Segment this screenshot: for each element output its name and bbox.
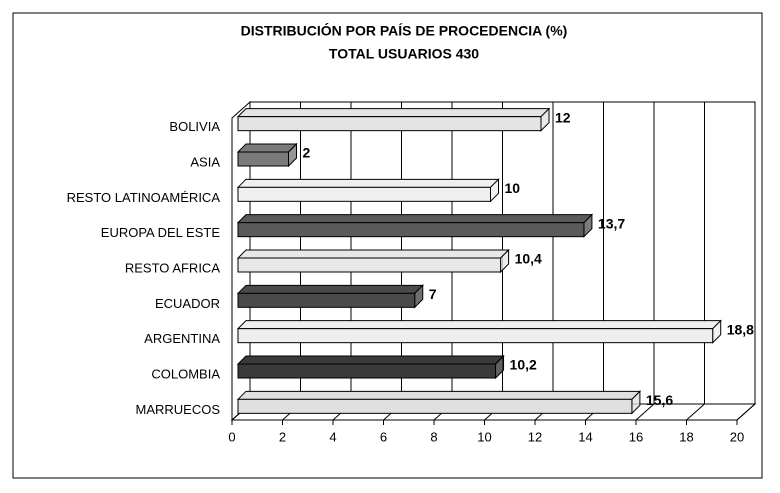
x-tick-label: 0: [228, 429, 235, 444]
bar-top: [236, 390, 642, 400]
y-tick-label: ECUADOR: [155, 296, 220, 311]
x-tick-label: 10: [477, 429, 491, 444]
bar-top: [236, 320, 722, 330]
y-tick-label: COLOMBIA: [151, 366, 220, 381]
bar-top: [236, 214, 594, 224]
x-tick-label: 16: [629, 429, 643, 444]
y-tick-label: RESTO LATINOAMÉRICA: [67, 190, 221, 205]
floor-grid-line: [736, 403, 756, 421]
x-tick-label: 14: [578, 429, 592, 444]
y-tick-label: BOLIVIA: [169, 119, 220, 134]
value-label: 18,8: [727, 321, 754, 337]
bar-top: [236, 178, 500, 188]
value-label: 12: [555, 109, 571, 125]
value-label: 10,2: [510, 357, 537, 373]
chart-subtitle: TOTAL USUARIOS 430: [329, 46, 479, 62]
value-label: 15,6: [646, 392, 673, 408]
x-tick-label: 8: [430, 429, 437, 444]
bar: [237, 151, 289, 167]
bar-top: [236, 355, 505, 365]
x-tick-label: 20: [730, 429, 744, 444]
bar: [237, 398, 633, 414]
value-label: 10,4: [515, 251, 542, 267]
x-tick-label: 12: [528, 429, 542, 444]
x-tick-label: 2: [279, 429, 286, 444]
bar: [237, 257, 502, 273]
bar: [237, 363, 497, 379]
bar: [237, 222, 585, 238]
y-tick-label: ARGENTINA: [144, 331, 220, 346]
bar-top: [236, 108, 551, 118]
floor-grid-line: [635, 403, 655, 421]
value-label: 13,7: [598, 215, 625, 231]
y-tick-label: EUROPA DEL ESTE: [101, 225, 221, 240]
value-label: 2: [303, 145, 311, 161]
bar: [237, 116, 542, 132]
x-tick-label: 6: [380, 429, 387, 444]
value-label: 10: [505, 180, 521, 196]
chart-title: DISTRIBUCIÓN POR PAÍS DE PROCEDENCIA (%): [241, 22, 568, 39]
bar-top: [236, 249, 510, 259]
bar-top: [236, 143, 298, 153]
y-tick-label: RESTO AFRICA: [125, 260, 220, 275]
bar: [237, 186, 491, 202]
value-label: 7: [429, 286, 437, 302]
y-tick-label: MARRUECOS: [135, 402, 220, 417]
x-tick-label: 18: [679, 429, 693, 444]
bar-top: [236, 284, 424, 294]
floor-grid-line: [686, 403, 705, 421]
bar: [237, 292, 416, 308]
x-tick-label: 4: [329, 429, 336, 444]
y-tick-label: ASIA: [190, 154, 220, 169]
bar: [237, 328, 714, 344]
